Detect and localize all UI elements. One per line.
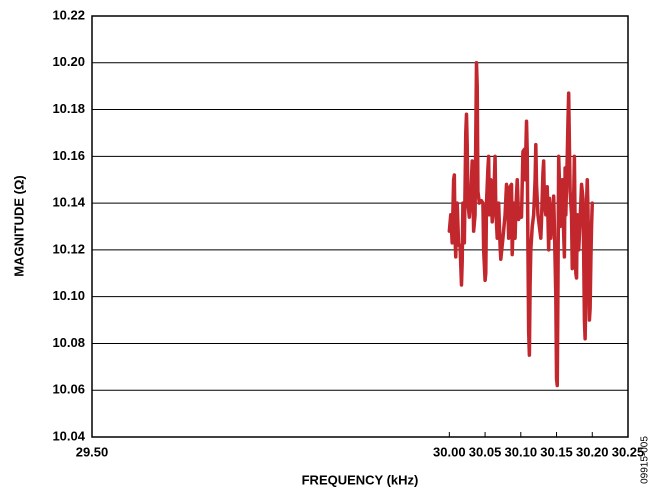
- x-tick-label: 30.25: [612, 444, 645, 459]
- x-tick-label: 30.15: [540, 444, 573, 459]
- y-tick-label: 10.20: [52, 54, 85, 69]
- y-tick-label: 10.12: [52, 241, 85, 256]
- x-tick-label: 30.05: [469, 444, 502, 459]
- x-tick-label: 30.20: [576, 444, 609, 459]
- x-axis-title: FREQUENCY (kHz): [302, 472, 419, 487]
- y-tick-label: 10.22: [52, 7, 85, 22]
- data-line: [447, 61, 595, 388]
- y-tick-label: 10.06: [52, 382, 85, 397]
- y-tick-label: 10.08: [52, 335, 85, 350]
- x-tick-label: 30.10: [505, 444, 538, 459]
- y-axis-title: MAGNITUDE (Ω): [11, 175, 26, 276]
- figure-id: 09915-005: [640, 436, 651, 484]
- y-tick-label: 10.16: [52, 148, 85, 163]
- y-tick-label: 10.18: [52, 101, 85, 116]
- x-tick-label: 29.50: [76, 444, 109, 459]
- y-tick-label: 10.04: [52, 428, 85, 443]
- y-tick-label: 10.10: [52, 288, 85, 303]
- y-tick-label: 10.14: [52, 195, 85, 210]
- plot-frame: [91, 15, 629, 438]
- x-tick-label: 30.00: [433, 444, 466, 459]
